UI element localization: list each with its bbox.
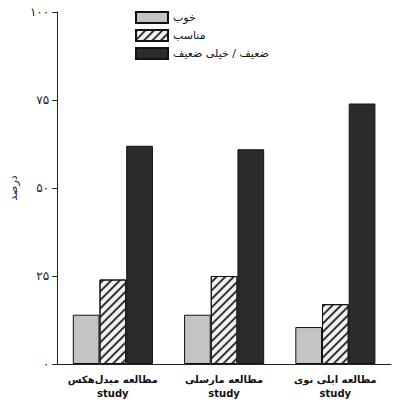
svg-text:مطالعه ایلی نوی: مطالعه ایلی نوی: [294, 374, 377, 386]
svg-text:۲۵: ۲۵: [36, 269, 49, 283]
svg-text:مطالعه مارسلی: مطالعه مارسلی: [185, 374, 263, 386]
svg-text:۵۰: ۵۰: [36, 181, 49, 195]
svg-text:study: study: [97, 388, 129, 399]
svg-text:study: study: [320, 388, 352, 399]
svg-text:درصد: درصد: [7, 175, 20, 200]
svg-text:مطالعه میدل‌هکس: مطالعه میدل‌هکس: [68, 374, 158, 386]
svg-text:مناسب: مناسب: [173, 29, 206, 42]
svg-text:۱۰۰: ۱۰۰: [30, 5, 49, 19]
svg-text:study: study: [208, 388, 240, 399]
svg-text:۰: ۰: [43, 357, 49, 371]
svg-text:ضعیف / خیلی ضعیف: ضعیف / خیلی ضعیف: [173, 47, 269, 60]
svg-text:۷۵: ۷۵: [36, 93, 49, 107]
svg-text:خوب: خوب: [173, 11, 196, 24]
